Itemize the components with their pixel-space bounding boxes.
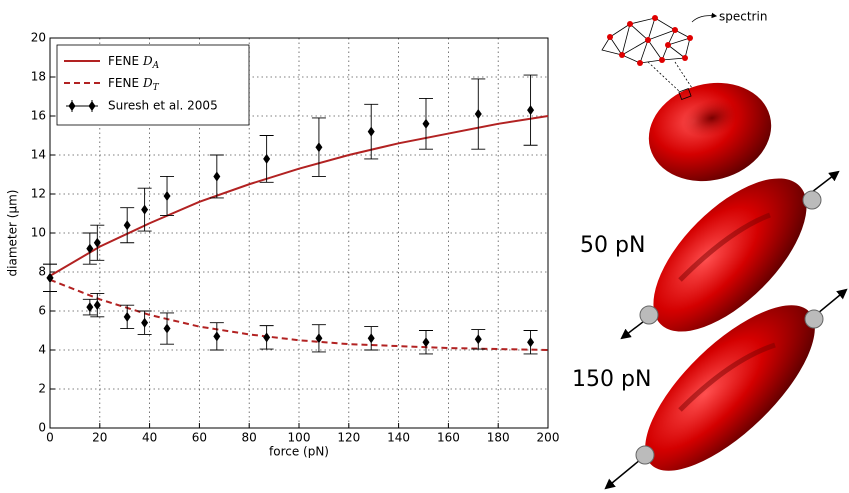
data-point (141, 204, 149, 215)
x-tick-label: 80 (242, 431, 257, 445)
x-tick-label: 160 (437, 431, 460, 445)
data-point (367, 126, 375, 137)
legend-symbol: D (142, 76, 153, 90)
plot: 0 20 40 60 80 100 120 140 160 180 200 0 2 4 6 8 10 12 14 16… (6, 31, 560, 459)
rbc-rest (648, 82, 772, 182)
x-axis-label: force (pN) (269, 445, 329, 459)
force-label: 50 pN (580, 233, 645, 258)
data-point (123, 220, 131, 231)
data-point (474, 109, 482, 120)
y-tick-label: 4 (38, 343, 46, 357)
legend-subscript: A (152, 61, 160, 71)
y-tick-label: 8 (38, 265, 46, 279)
legend-swatch (68, 101, 76, 111)
legend-name: FENE (108, 76, 139, 90)
x-tick-label: 20 (92, 431, 107, 445)
data-point (213, 331, 221, 342)
y-tick-label: 14 (31, 148, 46, 162)
legend-label: FENE DT (108, 76, 160, 93)
legend-symbol: D (142, 54, 153, 68)
model-line (49, 278, 549, 351)
y-tick-label: 6 (38, 304, 46, 318)
x-tick-label: 120 (337, 431, 360, 445)
spectrin-network (601, 12, 718, 93)
y-tick-label: 0 (38, 421, 46, 435)
legend-box (56, 44, 250, 126)
plot-frame (49, 37, 549, 429)
force-label: 150 pN (572, 367, 651, 392)
x-tick-label: 200 (537, 431, 560, 445)
data-point (46, 272, 54, 283)
x-tick-label: 100 (288, 431, 311, 445)
x-tick-label: 140 (387, 431, 410, 445)
data-point (367, 333, 375, 344)
x-tick-label: 180 (487, 431, 510, 445)
y-tick-label: 12 (31, 187, 46, 201)
y-axis-label: diameter (μm) (6, 190, 20, 277)
x-tick-label: 0 (46, 431, 54, 445)
x-tick-label: 60 (192, 431, 207, 445)
data-point (86, 302, 94, 313)
y-tick-label: 16 (31, 109, 46, 123)
spectrin-label: spectrin (719, 10, 767, 24)
data-point (93, 300, 101, 311)
data-point (213, 171, 221, 182)
illustration: spectrin 50 pN 150 pN (572, 10, 848, 490)
rbc-150pn (604, 288, 848, 490)
data-point (86, 243, 94, 254)
data-point (93, 237, 101, 248)
data-point (315, 333, 323, 344)
data-point (263, 153, 271, 164)
data-point (527, 105, 535, 116)
data-point (474, 334, 482, 345)
data-point (163, 323, 171, 334)
legend-label: FENE DA (108, 54, 160, 71)
data-point (315, 142, 323, 153)
data-point (527, 337, 535, 348)
model-line (49, 115, 549, 277)
data-point (422, 118, 430, 129)
legend-name: FENE (108, 54, 139, 68)
data-point (141, 317, 149, 328)
legend-subscript: T (153, 83, 160, 93)
y-tick-label: 2 (38, 382, 46, 396)
y-tick-label: 10 (31, 226, 46, 240)
legend-swatch (88, 101, 96, 111)
data-point (422, 337, 430, 348)
data-point (123, 311, 131, 322)
data-point (163, 190, 171, 201)
x-tick-label: 40 (142, 431, 157, 445)
y-tick-label: 18 (31, 70, 46, 84)
legend-label: Suresh et al. 2005 (108, 99, 218, 113)
y-tick-label: 20 (31, 31, 46, 45)
data-point (263, 332, 271, 343)
